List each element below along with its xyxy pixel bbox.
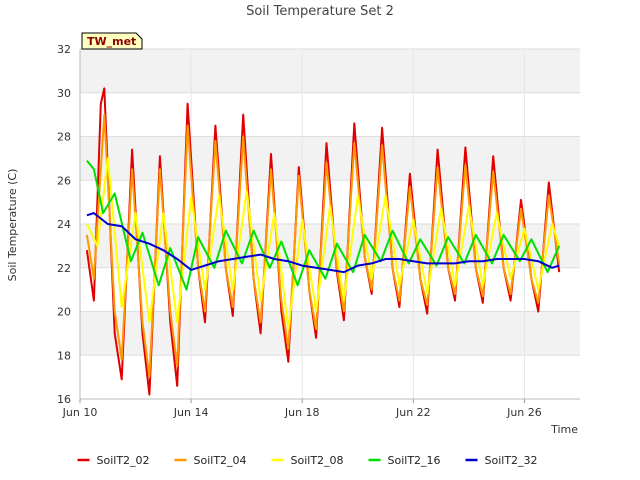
y-tick-label: 26	[57, 174, 71, 187]
y-tick-label: 24	[57, 218, 71, 231]
legend-label: SoilT2_32	[485, 454, 538, 467]
y-axis-ticks: 16 18 20 22 24 26 28 30 32	[57, 43, 71, 406]
series-line-soilt2_16	[86, 159, 561, 291]
y-tick-label: 16	[57, 393, 71, 406]
y-tick-label: 20	[57, 306, 71, 319]
chart-title: Soil Temperature Set 2	[246, 4, 394, 19]
legend-label: SoilT2_02	[97, 454, 150, 467]
y-tick-label: 32	[57, 43, 71, 56]
grid-lines	[79, 48, 580, 400]
legend-label: SoilT2_16	[388, 454, 441, 467]
grid-band	[80, 224, 580, 268]
grid-band	[80, 311, 580, 356]
y-tick-label: 28	[57, 131, 71, 144]
series-line-soilt2_08	[85, 157, 561, 330]
y-tick-label: 22	[57, 262, 71, 275]
legend-label: SoilT2_08	[291, 454, 344, 467]
y-axis-label: Soil Temperature (C)	[6, 169, 19, 282]
y-tick-label: 30	[57, 87, 71, 100]
x-tick-label: Jun 10	[62, 406, 98, 419]
x-tick-label: Jun 18	[284, 406, 320, 419]
x-axis-ticks: Jun 10 Jun 14 Jun 18 Jun 22 Jun 26	[62, 399, 542, 419]
grid-band	[80, 136, 580, 181]
y-tick-label: 18	[57, 349, 71, 362]
x-tick-label: Jun 14	[173, 406, 209, 419]
series-lines	[85, 87, 561, 396]
legend: SoilT2_02 SoilT2_04 SoilT2_08 SoilT2_16 Soil…	[77, 454, 538, 467]
x-axis-label: Time	[550, 423, 578, 436]
station-badge-label: TW_met	[87, 35, 136, 48]
series-line-soilt2_32	[86, 212, 560, 274]
grid-band	[80, 49, 580, 93]
series-line-soilt2_04	[85, 113, 561, 379]
x-tick-label: Jun 26	[506, 406, 542, 419]
legend-label: SoilT2_04	[194, 454, 247, 467]
x-tick-label: Jun 22	[395, 406, 431, 419]
station-badge: TW_met	[81, 32, 143, 50]
